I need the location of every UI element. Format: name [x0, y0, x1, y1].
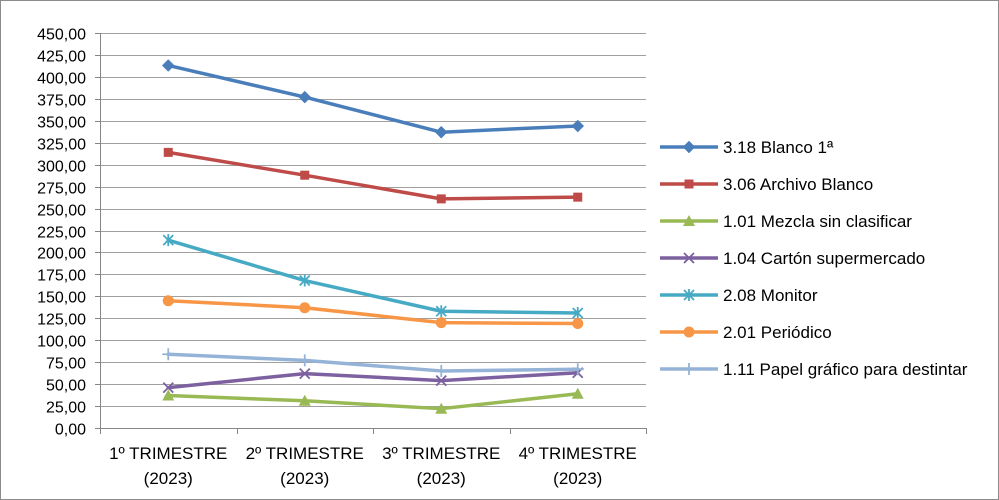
- series-1-11-papel-grafico-para-destintar: [162, 348, 584, 377]
- data-point: [435, 402, 448, 414]
- data-point: [435, 317, 447, 329]
- data-point: [162, 381, 174, 394]
- data-point: [571, 363, 584, 376]
- y-tick-label: 50,00: [46, 377, 86, 394]
- legend-item: 2.08 Monitor: [660, 286, 818, 305]
- series-1-01-mezcla-sin-clasificar: [162, 387, 584, 414]
- data-point: [162, 389, 175, 401]
- legend-marker: [682, 140, 696, 154]
- data-point: [436, 194, 446, 204]
- y-tick-label: 375,00: [37, 92, 86, 109]
- legend-label: 2.08 Monitor: [723, 286, 818, 305]
- y-tick-label: 275,00: [37, 180, 86, 197]
- data-point: [572, 318, 584, 330]
- legend-item: 1.04 Cartón supermercado: [660, 249, 925, 268]
- data-point: [435, 364, 448, 377]
- y-tick-label: 0,00: [55, 421, 86, 438]
- legend-marker: [684, 179, 694, 189]
- data-point: [298, 354, 311, 367]
- legend-marker: [683, 289, 695, 301]
- series-line: [166, 392, 580, 411]
- legend-label: 1.04 Cartón supermercado: [723, 249, 925, 268]
- y-tick-label: 150,00: [37, 289, 86, 306]
- series-line: [166, 150, 580, 201]
- data-point: [300, 170, 310, 180]
- y-tick-label: 300,00: [37, 158, 86, 175]
- series-line: [166, 238, 580, 315]
- y-tick-label: 100,00: [37, 333, 86, 350]
- y-tick-label: 225,00: [37, 224, 86, 241]
- data-point: [299, 302, 311, 314]
- legend-item: 3.18 Blanco 1ª: [660, 138, 834, 157]
- series-line: [166, 298, 580, 326]
- data-point: [162, 234, 174, 247]
- y-tick-label: 425,00: [37, 48, 86, 65]
- data-point: [162, 348, 175, 361]
- data-point: [434, 125, 448, 139]
- y-tick-label: 400,00: [37, 70, 86, 87]
- data-point: [298, 394, 311, 406]
- series-2-08-monitor: [162, 234, 584, 320]
- x-tick-label: 1º TRIMESTRE (2023): [109, 444, 228, 488]
- y-axis-labels: 0,00 25,00 50,00 75,00 100,00 125,00 150,00 175…: [37, 26, 86, 438]
- legend-label: 2.01 Periódico: [723, 323, 832, 342]
- x-tick-label: 2º TRIMESTRE (2023): [245, 444, 364, 488]
- legend-marker: [683, 252, 695, 264]
- data-point: [163, 147, 173, 157]
- series-3-18-blanco-1: [161, 59, 585, 139]
- data-point: [571, 119, 585, 133]
- data-point: [571, 387, 584, 399]
- y-tick-label: 325,00: [37, 136, 86, 153]
- series-2-01-periodico: [162, 295, 584, 330]
- y-tick-label: 200,00: [37, 245, 86, 262]
- y-tick-label: 450,00: [37, 26, 86, 43]
- legend: 3.18 Blanco 1ª 3.06 Archivo Blanco 1.01 Me…: [660, 138, 968, 379]
- plot-series: [161, 59, 585, 414]
- data-point: [162, 295, 174, 307]
- series-1-04-carton-supermercado: [162, 367, 584, 394]
- x-tick-label: 4º TRIMESTRE (2023): [518, 444, 637, 488]
- y-tick-label: 75,00: [46, 355, 86, 372]
- series-line: [166, 352, 580, 373]
- series-line: [166, 63, 580, 134]
- legend-label: 1.01 Mezcla sin clasificar: [723, 212, 912, 231]
- y-tick-label: 125,00: [37, 311, 86, 328]
- legend-marker: [683, 363, 695, 375]
- legend-label: 1.11 Papel gráfico para destintar: [723, 360, 968, 379]
- data-point: [299, 367, 311, 380]
- legend-label: 3.06 Archivo Blanco: [723, 175, 873, 194]
- legend-item: 1.01 Mezcla sin clasificar: [660, 212, 912, 231]
- data-point: [435, 305, 447, 318]
- data-point: [572, 307, 584, 320]
- data-point: [435, 374, 447, 387]
- axes: [95, 33, 647, 434]
- y-tick-label: 350,00: [37, 114, 86, 131]
- x-tick-label: 3º TRIMESTRE (2023): [382, 444, 501, 488]
- legend-marker: [683, 215, 695, 226]
- legend-item: 2.01 Periódico: [660, 323, 832, 342]
- data-point: [573, 192, 583, 202]
- data-point: [299, 274, 311, 287]
- legend-item: 1.11 Papel gráfico para destintar: [660, 360, 968, 379]
- data-point: [298, 90, 312, 104]
- legend-marker: [683, 326, 695, 338]
- legend-item: 3.06 Archivo Blanco: [660, 175, 873, 194]
- y-tick-label: 25,00: [46, 399, 86, 416]
- y-tick-label: 250,00: [37, 202, 86, 219]
- series-line: [166, 370, 580, 390]
- series-3-06-archivo-blanco: [163, 147, 583, 204]
- y-tick-label: 175,00: [37, 267, 86, 284]
- data-point: [161, 59, 175, 72]
- legend-label: 3.18 Blanco 1ª: [723, 138, 834, 157]
